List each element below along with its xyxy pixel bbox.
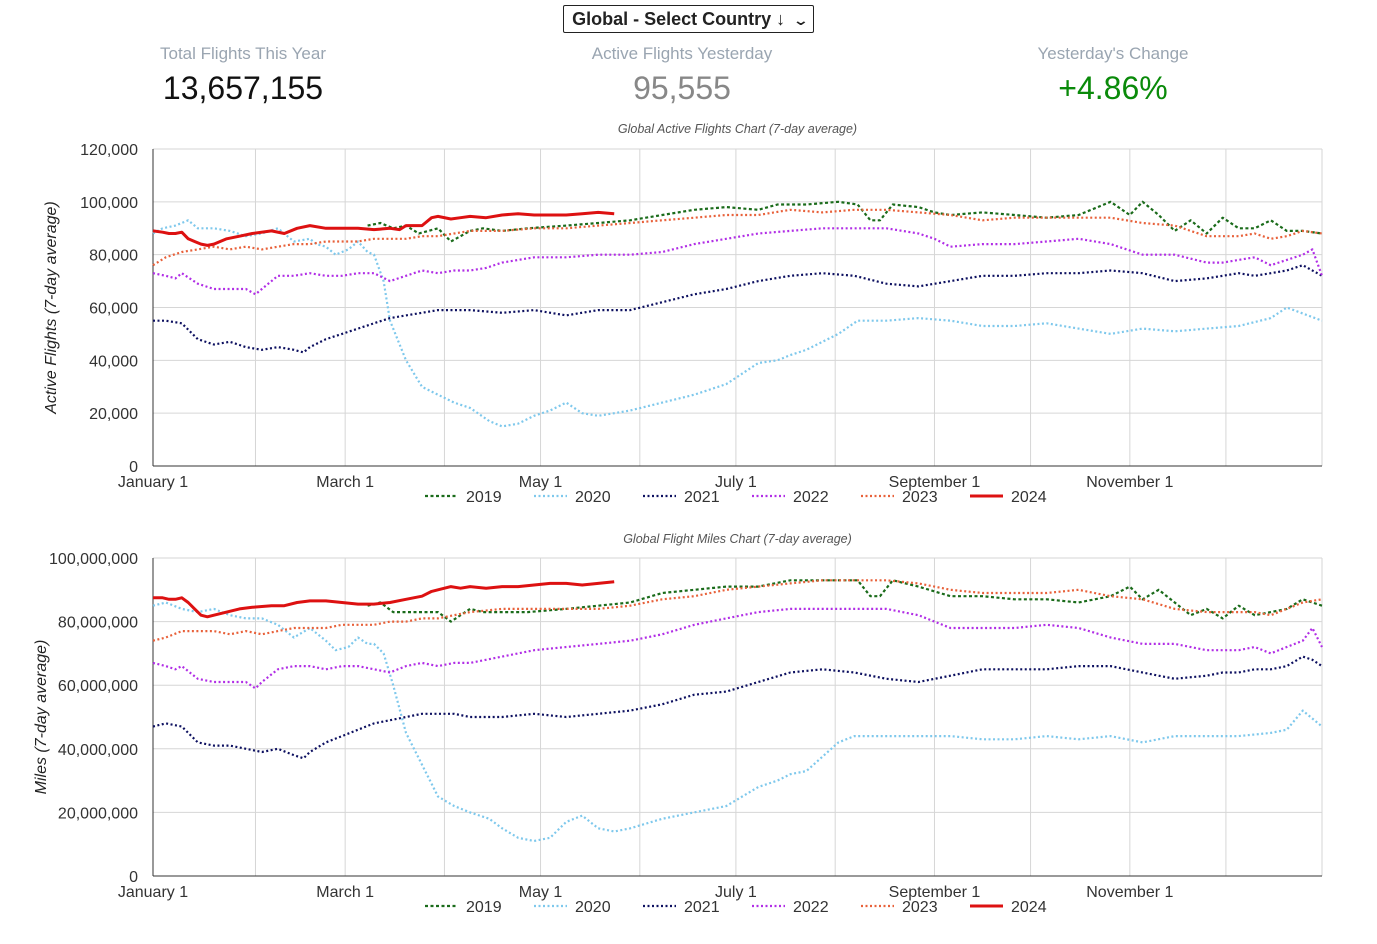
x-tick-label: November 1 [1086, 884, 1173, 901]
x-tick-label: July 1 [715, 474, 757, 491]
series-line-2022 [152, 607, 1323, 690]
legend-label-2023: 2023 [902, 489, 938, 506]
stat-yesterday-change-value: +4.86% [1058, 70, 1168, 106]
chart-title: Global Flight Miles Chart (7-day average… [623, 532, 852, 546]
legend-label-2019: 2019 [466, 489, 502, 506]
flight-miles-chart: Global Flight Miles Chart (7-day average… [33, 532, 1323, 916]
x-tick-label: July 1 [715, 884, 757, 901]
legend-label-2022: 2022 [793, 899, 829, 916]
series-line-2020 [152, 219, 1323, 428]
y-tick-label: 100,000 [80, 195, 138, 212]
y-axis-label: Active Flights (7-day average) [43, 201, 60, 415]
stat-active-flights-value: 95,555 [633, 70, 731, 106]
x-tick-label: September 1 [889, 884, 981, 901]
legend-label-2023: 2023 [902, 899, 938, 916]
series-line-2022 [152, 227, 1324, 296]
stat-yesterday-change-label: Yesterday's Change [1037, 44, 1189, 63]
stat-total-flights-label: Total Flights This Year [160, 44, 326, 63]
y-tick-label: 20,000,000 [58, 805, 138, 822]
chart-title: Global Active Flights Chart (7-day avera… [618, 122, 857, 136]
y-tick-label: 80,000 [89, 248, 138, 265]
x-tick-label: May 1 [519, 474, 563, 491]
legend-label-2022: 2022 [793, 489, 829, 506]
x-tick-label: January 1 [118, 474, 188, 491]
x-tick-label: January 1 [118, 884, 188, 901]
stat-active-flights: Active Flights Yesterday 95,555 [572, 44, 792, 110]
series-line-2023 [152, 208, 1323, 267]
y-tick-label: 0 [129, 869, 138, 886]
active-flights-chart: Global Active Flights Chart (7-day avera… [43, 122, 1324, 506]
x-tick-label: May 1 [519, 884, 563, 901]
y-tick-label: 100,000,000 [49, 551, 138, 568]
series-line-2024 [153, 580, 615, 619]
y-tick-label: 60,000,000 [58, 678, 138, 695]
y-tick-label: 80,000,000 [58, 615, 138, 632]
legend-label-2024: 2024 [1011, 489, 1047, 506]
country-select-label: Global - Select Country ↓ [572, 9, 786, 29]
y-tick-label: 120,000 [80, 142, 138, 159]
legend-label-2021: 2021 [684, 899, 720, 916]
y-tick-label: 60,000 [89, 301, 138, 318]
legend-label-2020: 2020 [575, 489, 611, 506]
series-line-2021 [153, 264, 1323, 354]
series-line-2023 [152, 579, 1323, 642]
country-select[interactable]: Global - Select Country ↓ ⌄ [563, 5, 814, 33]
legend-label-2021: 2021 [684, 489, 720, 506]
chevron-down-icon: ⌄ [792, 12, 810, 28]
series-line-2020 [152, 601, 1323, 843]
stat-yesterday-change: Yesterday's Change +4.86% [1013, 44, 1213, 110]
x-tick-label: September 1 [889, 474, 981, 491]
x-tick-label: November 1 [1086, 474, 1173, 491]
series-line-2021 [152, 655, 1323, 760]
x-tick-label: March 1 [316, 474, 374, 491]
y-axis-label: Miles (7-day average) [33, 640, 50, 795]
x-tick-label: March 1 [316, 884, 374, 901]
stat-active-flights-label: Active Flights Yesterday [591, 44, 773, 63]
y-tick-label: 40,000 [89, 353, 138, 370]
y-tick-label: 40,000,000 [58, 742, 138, 759]
series-line-2024 [152, 210, 615, 247]
y-tick-label: 0 [129, 459, 138, 476]
legend-label-2020: 2020 [575, 899, 611, 916]
stat-total-flights-value: 13,657,155 [162, 70, 324, 106]
legend-label-2024: 2024 [1011, 899, 1047, 916]
series-line-2019 [367, 200, 1323, 243]
legend-label-2019: 2019 [466, 899, 502, 916]
stat-total-flights: Total Flights This Year 13,657,155 [143, 44, 343, 110]
y-tick-label: 20,000 [89, 406, 138, 423]
